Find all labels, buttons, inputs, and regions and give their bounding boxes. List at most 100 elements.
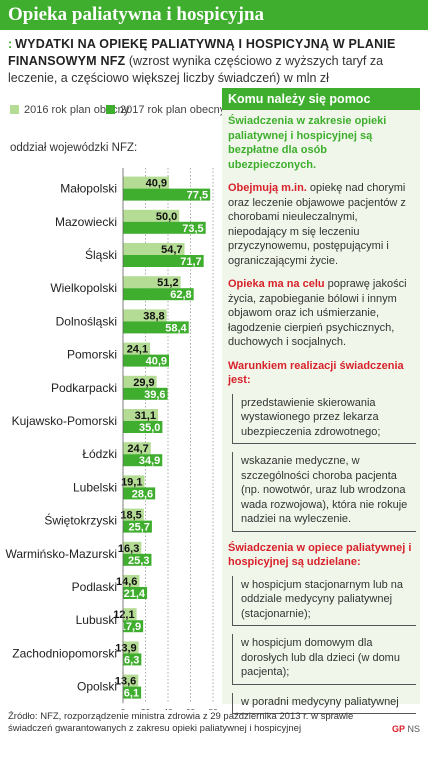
data-label-2017: 39,6 (144, 389, 165, 401)
tick-label: 60 (186, 707, 196, 710)
data-label-2017: 28,6 (132, 488, 153, 500)
data-label-2016: 51,2 (157, 277, 178, 289)
data-label-2016: 19,1 (121, 476, 142, 488)
page-title: Opieka paliatywna i hospicyjna (8, 4, 265, 25)
data-label-2017: 34,9 (139, 455, 160, 467)
data-label-2016: 31,1 (135, 410, 156, 422)
category-label: Warmińsko-Mazurski (5, 547, 117, 561)
condition-item: przedstawienie skierowania wystawionego … (232, 393, 416, 444)
bar-2016 (123, 541, 142, 554)
data-label-2016: 50,0 (156, 211, 177, 223)
category-label: Podlaski (72, 580, 117, 594)
tick-label: 0 (121, 707, 126, 710)
bar-2016 (123, 342, 151, 355)
data-label-2017: 25,7 (128, 522, 149, 534)
data-label-2017: 16,3 (118, 654, 139, 666)
data-label-2016: 54,7 (161, 244, 182, 256)
category-label: Lubelski (73, 480, 117, 494)
bar-2016 (123, 276, 181, 289)
data-label-2016: 38,8 (143, 310, 164, 322)
data-label-2017: 62,8 (170, 289, 191, 301)
category-label: Kujawsko-Pomorski (12, 414, 117, 428)
source-note: Źródło: NFZ, rozporządzenie ministra zdr… (8, 711, 354, 734)
category-label: Małopolski (60, 182, 117, 196)
bar-2017 (123, 653, 142, 666)
heading-mark: : (8, 37, 13, 51)
category-label: Zachodniopomorski (12, 646, 117, 660)
info-conditions-title: Warunkiem realizacji świadczenia jest: (228, 359, 404, 387)
data-label-2016: 12,1 (113, 609, 134, 621)
bar-2017 (123, 221, 206, 234)
place-item: w poradni medycyny paliatywnej (232, 692, 416, 714)
tick-label: 40 (163, 707, 173, 710)
bar-2016 (123, 243, 185, 255)
data-label-2017: 40,9 (146, 356, 167, 368)
data-label-2017: 77,5 (187, 190, 208, 202)
bar-chart: 0 20 40 60 80 Małopolski 40,9 77,5 Mazowiecki 50,… (5, 168, 218, 710)
legend-label-2017: 2017 rok plan obecny (120, 104, 226, 116)
bar-2016 (123, 176, 170, 189)
data-label-2016: 29,9 (133, 377, 154, 389)
bar-2017 (123, 620, 144, 633)
info-goal: Opieka ma na celu poprawę jakości życia,… (228, 278, 407, 348)
data-label-2016: 14,6 (116, 576, 137, 588)
bar-2016 (123, 442, 151, 455)
data-label-2017: 16,1 (118, 688, 139, 700)
bar-2017 (123, 387, 168, 400)
condition-item: wskazanie medyczne, w szczególności chor… (232, 452, 416, 532)
heading-bold: Wydatki na opiekę paliatywną i hospicyjn… (8, 37, 396, 68)
place-item: w hospicjum domowym dla dorosłych lub dl… (232, 634, 416, 685)
category-label: Śląski (85, 247, 117, 262)
category-label: Dolnośląski (56, 314, 117, 328)
category-label: Pomorski (67, 348, 117, 362)
bar-2017 (123, 188, 211, 201)
info-places-title: Świadczenia w opiece paliatywnej i hospi… (228, 541, 412, 569)
data-label-2017: 73,5 (182, 223, 203, 235)
bar-2017 (123, 454, 163, 467)
legend-swatch-2016 (10, 105, 19, 114)
bar-2016 (123, 641, 139, 654)
data-label-2017: 21,4 (124, 588, 146, 600)
info-header: Komu należy się pomoc (222, 88, 420, 110)
data-label-2017: 71,7 (180, 256, 201, 268)
data-label-2016: 18,5 (120, 510, 141, 522)
info-body: Świadczenia w zakresie opieki paliatywne… (228, 114, 416, 714)
bar-2017 (123, 421, 163, 433)
bar-2017 (123, 255, 204, 267)
bar-2016 (123, 674, 139, 687)
info-panel: Komu należy się pomoc Świadczenia w zakr… (222, 88, 420, 714)
heading-subtitle: (wzrost wynika częściowo z wyższych tary… (8, 54, 384, 85)
category-label: Podkarpacki (51, 381, 117, 395)
data-label-2016: 13,6 (115, 676, 136, 688)
title-bar: Opieka paliatywna i hospicyjna (0, 0, 428, 30)
category-label: Opolski (77, 680, 117, 694)
chart-heading: : Wydatki na opiekę paliatywną i hospicyj… (8, 36, 418, 87)
info-intro: Świadczenia w zakresie opieki paliatywne… (228, 115, 387, 171)
bar-2016 (123, 375, 157, 388)
bar-2017 (123, 587, 148, 599)
data-label-2016: 24,1 (127, 344, 148, 356)
bar-2017 (123, 686, 142, 699)
info-scope: Obejmują m.in. opiekę nad chorymi oraz l… (228, 182, 406, 267)
bar-2017 (123, 520, 152, 533)
data-label-2017: 35,0 (139, 422, 160, 434)
bar-2016 (123, 608, 137, 621)
bar-2016 (123, 475, 145, 488)
data-label-2017: 17,9 (120, 621, 141, 633)
tick-label: 20 (141, 707, 151, 710)
data-label-2016: 16,3 (118, 543, 139, 555)
legend-swatch-2017 (106, 105, 115, 114)
axis-title: oddział wojewódzki NFZ: (10, 142, 138, 154)
bar-2016 (123, 309, 167, 322)
category-label: Lubuski (76, 613, 117, 627)
data-label-2016: 13,9 (115, 642, 136, 654)
data-label-2016: 24,7 (127, 443, 148, 455)
bar-2016 (123, 508, 144, 521)
legend-label-2016: 2016 rok plan obecny (24, 104, 130, 116)
bar-2017 (123, 354, 170, 367)
category-label: Wielkopolski (50, 281, 117, 295)
category-label: Łódzki (82, 447, 117, 461)
bar-2016 (123, 575, 140, 587)
bar-2017 (123, 321, 189, 334)
data-label-2016: 40,9 (146, 178, 167, 190)
